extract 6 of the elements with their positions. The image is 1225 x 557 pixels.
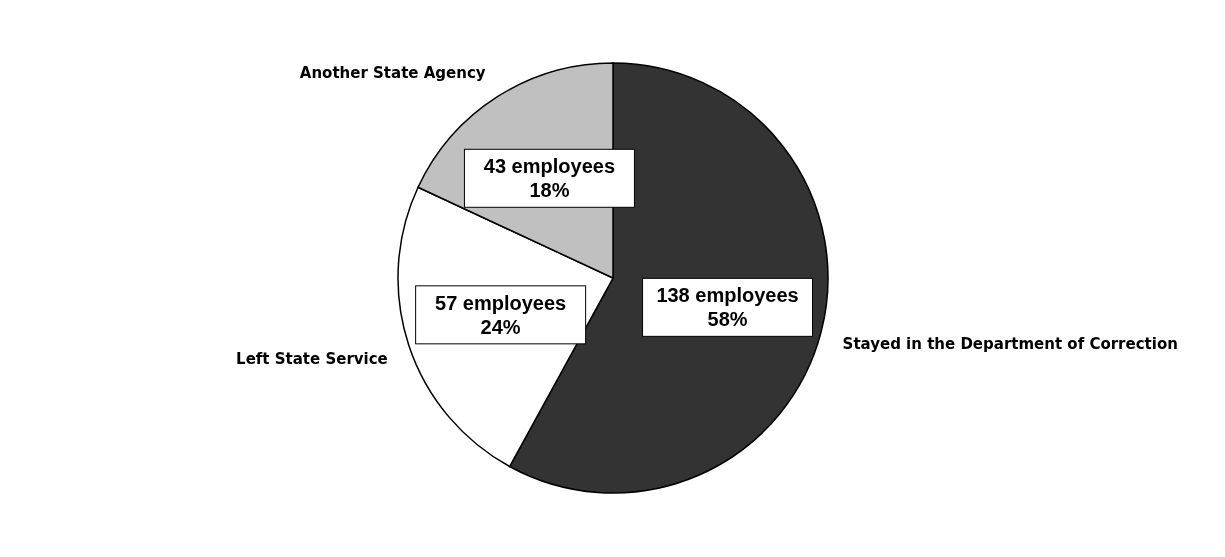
data-label: 57 employees 24% [435,291,567,338]
slice-label: Stayed in the Department of Correction [842,334,1178,353]
slice-label: Left State Service [236,349,388,368]
data-label: 43 employees 18% [483,155,616,202]
data-label: 138 employees 58% [656,284,799,331]
slice-label: Another State Agency [299,64,486,83]
